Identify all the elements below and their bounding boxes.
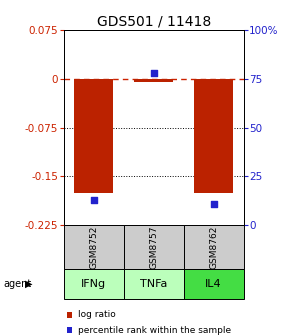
Text: log ratio: log ratio (78, 310, 115, 320)
Text: GSM8752: GSM8752 (89, 225, 98, 269)
Text: TNFa: TNFa (140, 279, 167, 289)
Text: GSM8762: GSM8762 (209, 225, 218, 269)
Bar (184, 269, 244, 299)
Bar (124, 269, 184, 299)
Bar (124, 225, 184, 269)
Text: GDS501 / 11418: GDS501 / 11418 (97, 14, 211, 29)
Point (211, 201, 216, 206)
Bar (194, 79, 233, 193)
Point (151, 71, 156, 76)
Bar (64, 225, 124, 269)
Bar (134, 79, 173, 82)
Bar (74, 79, 113, 193)
Text: agent: agent (3, 279, 31, 289)
Bar (64, 269, 124, 299)
Text: ▶: ▶ (25, 279, 32, 289)
Bar (184, 225, 244, 269)
Text: GSM8757: GSM8757 (149, 225, 158, 269)
Text: IFNg: IFNg (81, 279, 106, 289)
Point (91, 197, 96, 203)
Text: IL4: IL4 (205, 279, 222, 289)
Text: percentile rank within the sample: percentile rank within the sample (78, 326, 231, 335)
